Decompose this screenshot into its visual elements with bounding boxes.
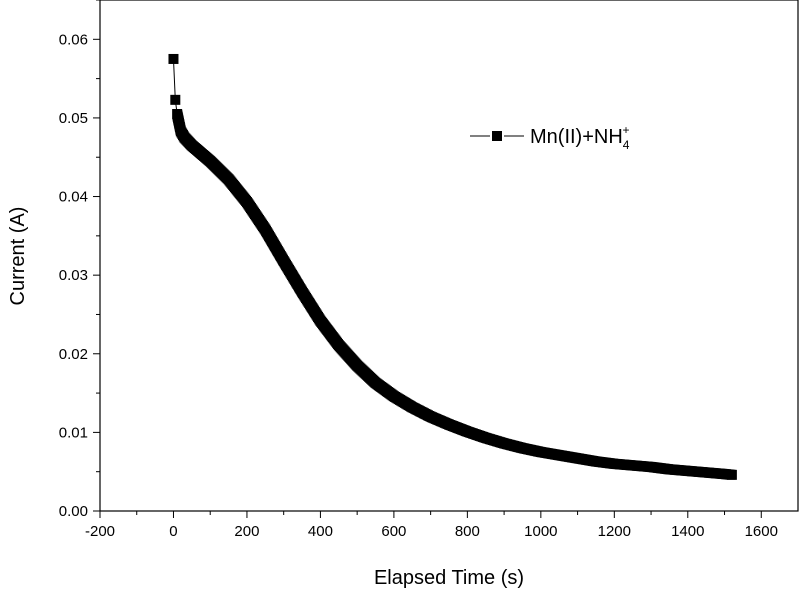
- y-axis-title: Current (A): [7, 207, 29, 306]
- x-tick-label: 600: [381, 523, 406, 540]
- x-tick-label: 1400: [671, 523, 704, 540]
- legend-label-superscript: +: [622, 123, 629, 137]
- legend-marker: [492, 131, 502, 141]
- x-tick-label: 1200: [598, 523, 631, 540]
- legend-label-subscript: 4: [623, 138, 630, 152]
- x-tick-label: 200: [234, 523, 259, 540]
- series-markers: [168, 53, 737, 480]
- y-tick-label: 0.01: [59, 424, 88, 441]
- legend-label: Mn(II)+NH4+: [530, 123, 630, 152]
- x-tick-label: 800: [455, 523, 480, 540]
- data-point: [170, 94, 181, 105]
- y-tick-label: 0.02: [59, 346, 88, 363]
- data-point: [726, 469, 737, 480]
- legend: Mn(II)+NH4+: [470, 123, 630, 152]
- x-tick-label: 1600: [745, 523, 778, 540]
- y-tick-label: 0.05: [59, 110, 88, 127]
- x-tick-label: -200: [85, 523, 115, 540]
- y-tick-label: 0.04: [59, 189, 88, 206]
- x-axis-title: Elapsed Time (s): [374, 567, 524, 589]
- y-tick-label: 0.06: [59, 31, 88, 48]
- x-axis-ticks: -200 0 200 400 600 800 1000 1200 1400 1600: [85, 511, 778, 540]
- data-point: [168, 53, 179, 64]
- y-axis-ticks: 0.00 0.01 0.02 0.03 0.04 0.05 0.06: [59, 0, 100, 520]
- x-tick-label: 400: [308, 523, 333, 540]
- legend-label-main: Mn(II)+NH: [530, 126, 623, 148]
- x-tick-label: 1000: [524, 523, 557, 540]
- y-tick-label: 0.00: [59, 503, 88, 520]
- y-tick-label: 0.03: [59, 267, 88, 284]
- plot-frame: [99, 0, 799, 512]
- x-tick-label: 0: [169, 523, 177, 540]
